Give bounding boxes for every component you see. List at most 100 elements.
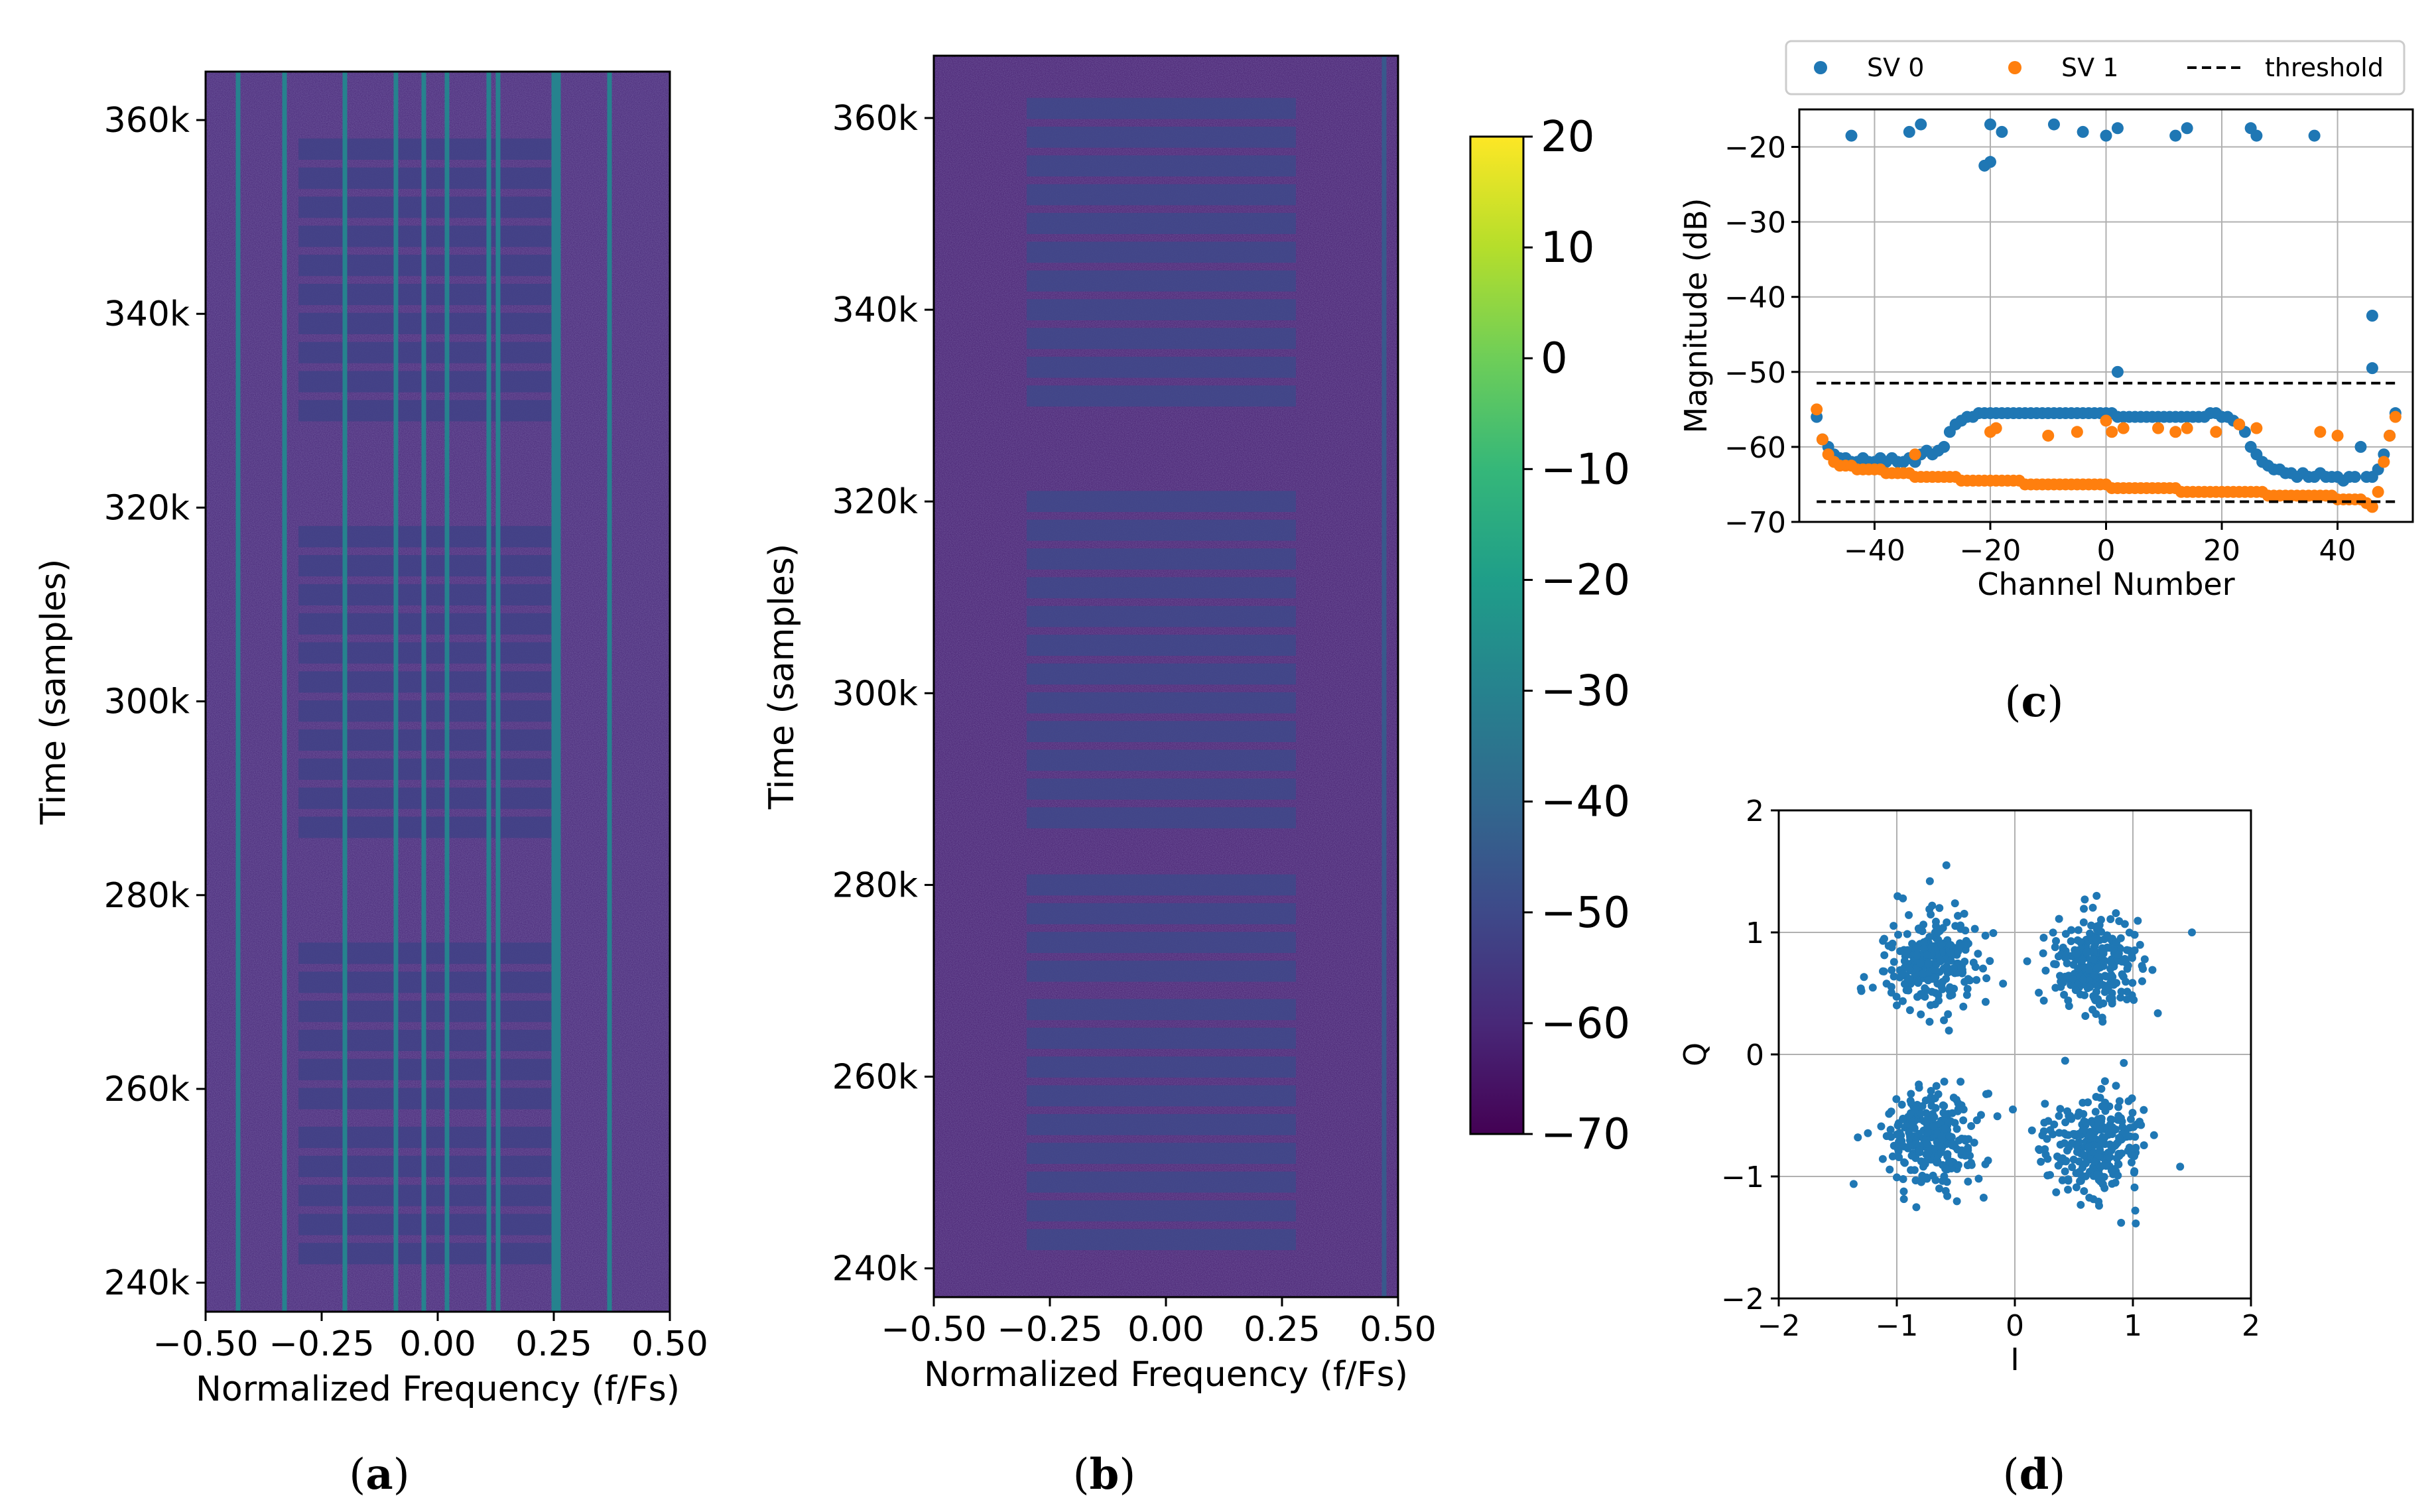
constellation-point [1887, 1107, 1895, 1116]
constellation-point [2052, 937, 2061, 946]
burst-band [298, 700, 558, 722]
legend-marker-sv0 [1814, 61, 1827, 74]
constellation-point [1931, 989, 1940, 997]
constellation-point [1984, 1090, 1993, 1098]
y-tick-label: −60 [1724, 431, 1786, 465]
y-tick-label: 0 [1746, 1039, 1764, 1072]
burst-band [1027, 807, 1296, 829]
constellation-point [1905, 1006, 1914, 1015]
burst-band [1027, 577, 1296, 599]
y-tick-label: 340k [832, 290, 918, 330]
constellation-point [2075, 1157, 2083, 1166]
burst-band [298, 758, 558, 780]
point-sv-0 [1915, 118, 1927, 131]
point-sv-1 [2331, 429, 2344, 442]
constellation-point [1967, 1161, 1976, 1169]
burst-band [1027, 241, 1296, 263]
constellation-point [2112, 909, 2120, 918]
constellation-point [2131, 1133, 2140, 1141]
point-sv-0 [2077, 125, 2089, 138]
constellation-point [2149, 1131, 2158, 1139]
x-tick-label: 2 [2242, 1309, 2260, 1343]
constellation-point [1981, 931, 1990, 940]
constellation-point [1917, 989, 1925, 998]
constellation-point [1914, 924, 1923, 933]
panel-label-d: (d) [2003, 1450, 2066, 1499]
point-sv-0 [2100, 129, 2112, 142]
burst-band [298, 1155, 558, 1177]
constellation-point [2092, 934, 2100, 942]
constellation-point [2098, 1133, 2107, 1141]
y-tick-label: 360k [104, 101, 190, 141]
y-tick-label: −70 [1724, 506, 1786, 540]
constellation-point [2052, 1188, 2061, 1196]
constellation-point [2108, 1123, 2117, 1131]
constellation-point [1902, 986, 1911, 995]
constellation-point [2067, 926, 2076, 934]
constellation-point [1935, 996, 1943, 1005]
burst-band [1027, 1113, 1296, 1135]
constellation-point [1916, 959, 1925, 968]
legend-label-threshold: threshold [2265, 53, 2384, 82]
point-sv-0 [2250, 129, 2263, 142]
constellation-point [2023, 957, 2031, 966]
constellation-point [2067, 1115, 2076, 1123]
constellation-point [1911, 970, 1919, 978]
constellation-point [2071, 986, 2080, 995]
y-tick-label: −40 [1724, 281, 1786, 315]
y-axis-label: Time (samples) [34, 559, 74, 826]
constellation-point [2064, 996, 2073, 1005]
constellation-point [1961, 926, 1970, 935]
constellation-point [2068, 1163, 2077, 1172]
constellation-point [1923, 1115, 1932, 1123]
constellation-point [2093, 1170, 2102, 1179]
burst-band [298, 526, 558, 548]
constellation-point [2035, 1145, 2043, 1153]
constellation-point [2123, 946, 2132, 954]
constellation-point [1939, 924, 1947, 932]
constellation-point [1941, 1165, 1950, 1173]
burst-band [298, 342, 558, 363]
point-sv-1 [2210, 426, 2222, 438]
burst-band [1027, 184, 1296, 206]
burst-band [298, 972, 558, 993]
constellation-point [1880, 934, 1888, 943]
colorbar-gradient [1469, 135, 1525, 1135]
constellation-point [2086, 1131, 2094, 1139]
colorbar-tick-label: −30 [1541, 667, 1630, 716]
burst-band [298, 1184, 558, 1206]
constellation-point [1905, 911, 1913, 919]
constellation-point [1936, 956, 1945, 964]
constellation-point [2136, 940, 2144, 949]
burst-band [298, 555, 558, 577]
constellation-point [1905, 975, 1914, 983]
point-sv-0 [2348, 471, 2361, 483]
burst-band [1027, 749, 1296, 771]
constellation-point [1857, 987, 1866, 995]
constellation-point [2122, 977, 2130, 986]
burst-band [1027, 874, 1296, 896]
x-tick-label: −0.50 [153, 1324, 258, 1364]
constellation-point [2041, 1100, 2049, 1108]
constellation-point [2140, 1141, 2148, 1150]
x-axis-label: Normalized Frequency (f/Fs) [196, 1369, 680, 1409]
constellation-point [1886, 1125, 1895, 1134]
burst-band [298, 196, 558, 218]
legend-box [1785, 40, 2405, 95]
constellation-point [1960, 957, 1969, 966]
constellation-point [1961, 946, 1970, 954]
legend-label-sv1: SV 1 [2061, 53, 2118, 82]
constellation-point [2077, 1200, 2085, 1209]
burst-band [298, 400, 558, 422]
constellation-point [2088, 903, 2097, 912]
constellation-point [1932, 1082, 1941, 1090]
constellation-point [1953, 1125, 1961, 1133]
constellation-point [2110, 979, 2118, 988]
x-tick-label: −2 [1758, 1309, 1801, 1343]
constellation-point [1948, 1139, 1956, 1148]
constellation-point [2138, 977, 2146, 985]
constellation-point [1900, 979, 1909, 988]
constellation-point [2079, 1151, 2088, 1159]
constellation-point [1923, 1139, 1932, 1148]
constellation-point [1919, 970, 1927, 978]
